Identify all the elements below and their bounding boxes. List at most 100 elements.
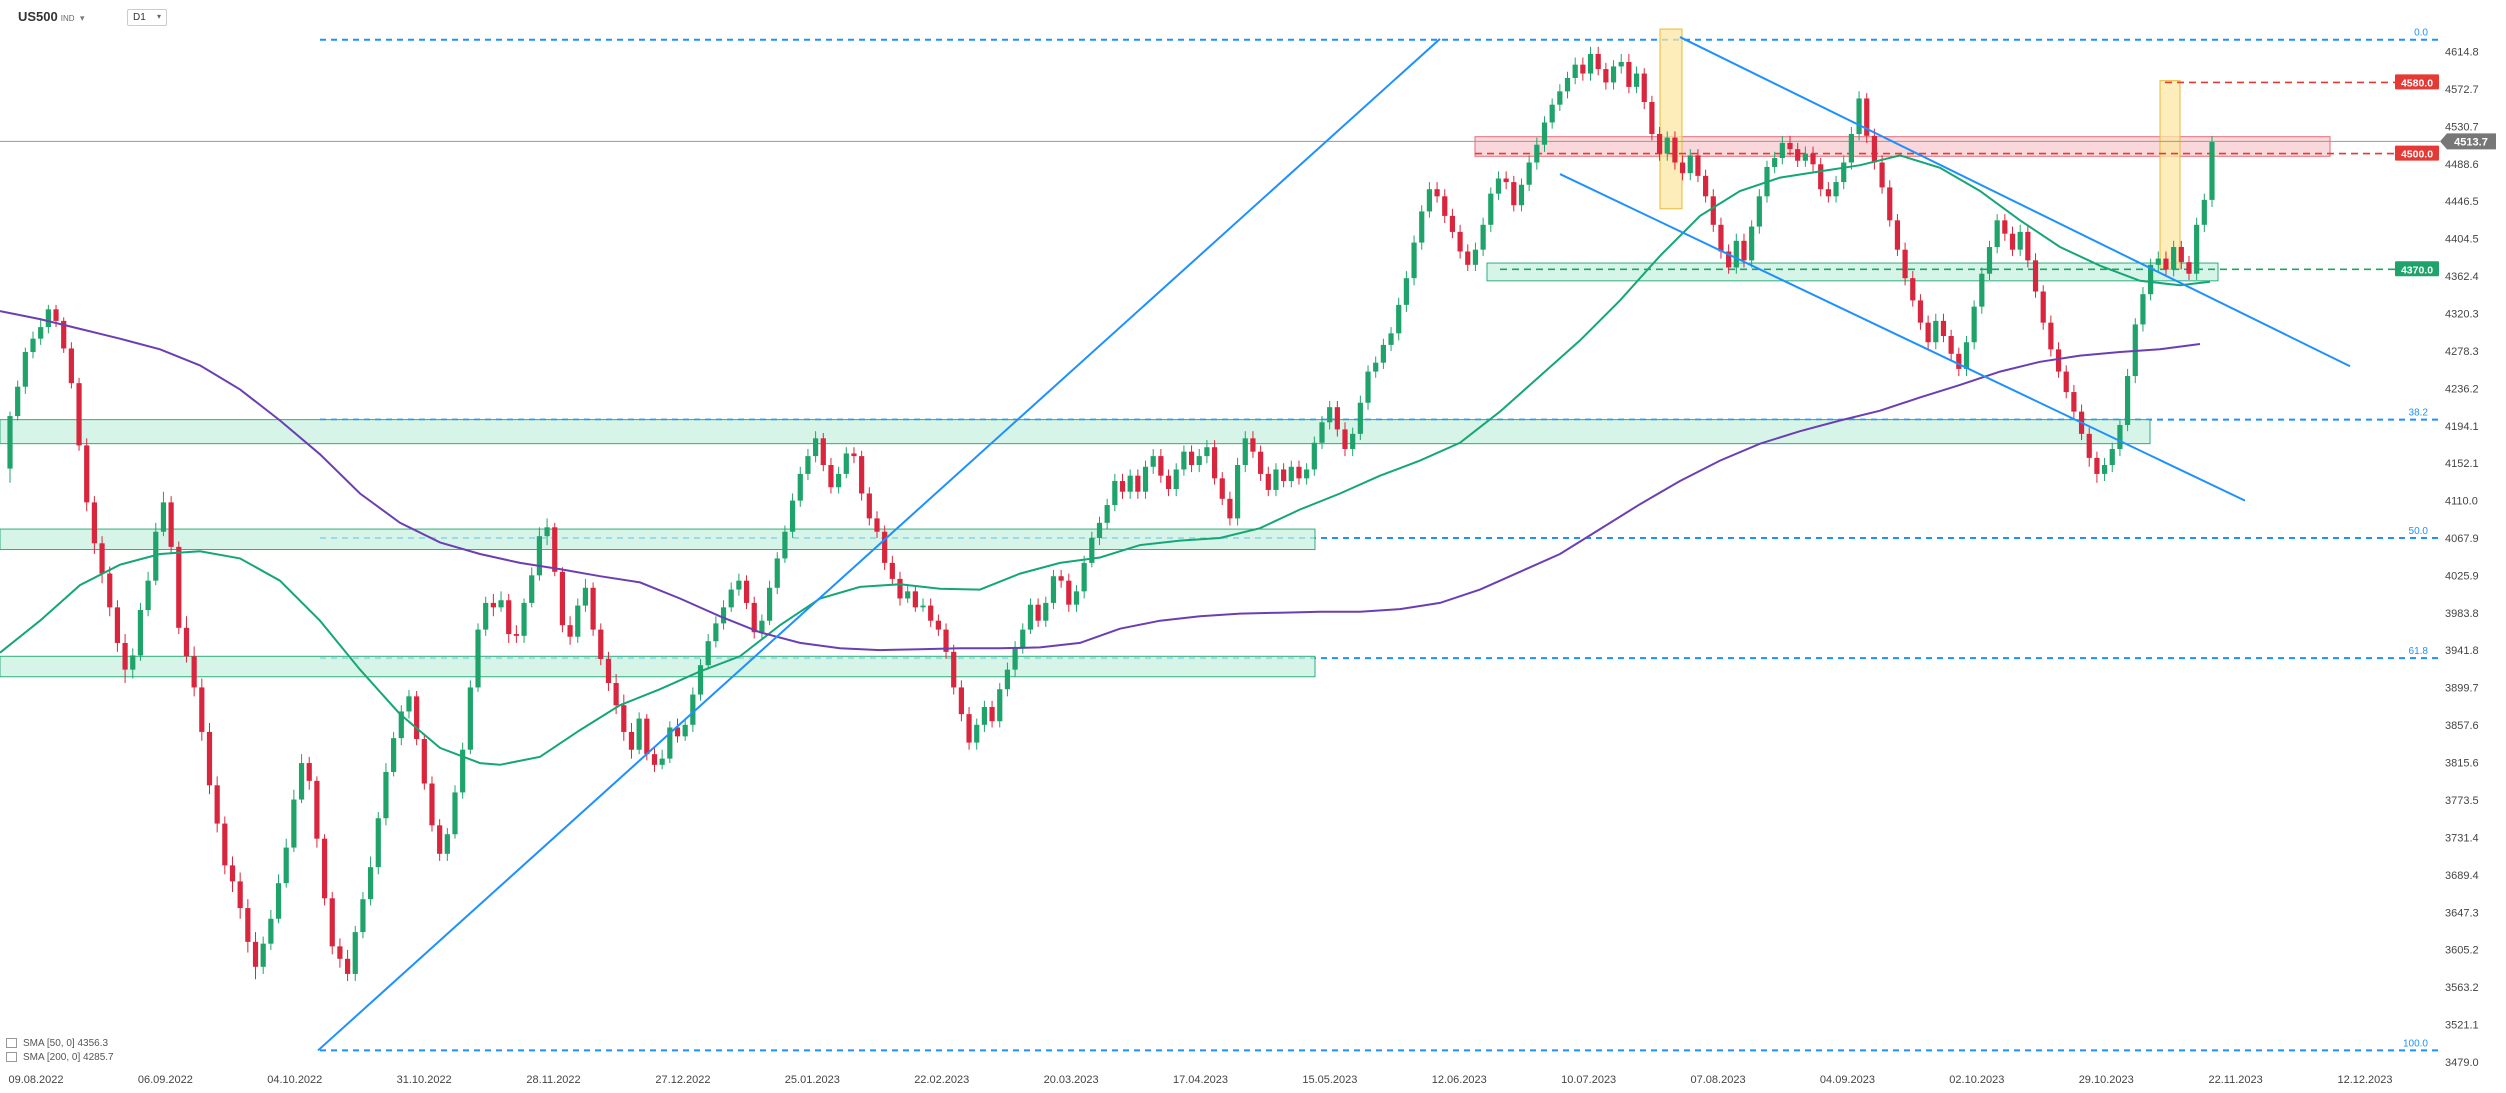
y-tick-label: 4320.3 [2445, 308, 2479, 320]
candle [920, 598, 926, 612]
candle [529, 567, 535, 608]
candle-body [406, 696, 412, 712]
candle-body [736, 580, 742, 590]
candle-body [544, 527, 550, 537]
candle-body [275, 883, 282, 919]
candle [682, 718, 688, 741]
candle-body [1818, 164, 1824, 190]
candle-body [1810, 153, 1816, 165]
candle-body [1541, 122, 1548, 145]
candle [2040, 285, 2046, 330]
candle [628, 723, 635, 759]
candle-body [552, 527, 558, 572]
candle-body [820, 438, 826, 466]
candle-body [1641, 73, 1647, 103]
candle-body [391, 738, 397, 772]
candle-body [76, 383, 82, 446]
candle [1618, 53, 1624, 74]
candle [107, 566, 113, 617]
candle-body [989, 707, 995, 722]
candle [1595, 46, 1601, 76]
x-tick-label: 04.10.2022 [267, 1074, 322, 1086]
candle-body [1089, 537, 1095, 563]
fib-label: 61.8 [2409, 646, 2429, 657]
candle-body [475, 629, 481, 688]
candle [245, 899, 251, 953]
timeframe-select[interactable]: D1 ▾ [127, 9, 167, 26]
candle-body [1887, 187, 1893, 221]
candle [521, 598, 527, 643]
candle-body [252, 941, 259, 967]
candle [1687, 149, 1693, 181]
candle-body [951, 651, 957, 688]
candle [199, 678, 205, 741]
candle [1181, 445, 1187, 476]
candle-body [1204, 447, 1210, 457]
candle [1557, 84, 1563, 111]
x-tick-label: 04.09.2023 [1820, 1074, 1875, 1086]
x-tick-label: 09.08.2022 [8, 1074, 63, 1086]
candle-body [2194, 224, 2200, 274]
y-tick-label: 3773.5 [2445, 795, 2479, 807]
legend-item-sma200[interactable]: SMA [200, 0] 4285.7 [6, 1051, 114, 1065]
y-tick-label: 4025.9 [2445, 570, 2479, 582]
candle [1864, 93, 1870, 143]
candle [1933, 313, 1939, 350]
candle-body [2071, 392, 2077, 412]
candle [997, 682, 1003, 728]
fib-label: 50.0 [2409, 526, 2429, 537]
candle [91, 496, 97, 554]
candle-body [321, 838, 328, 899]
candle-body [398, 711, 404, 739]
candle [928, 598, 934, 627]
candle [559, 567, 566, 633]
candle [2117, 418, 2123, 457]
candle-body [935, 620, 941, 630]
candle-body [1841, 162, 1847, 183]
candle [1679, 155, 1686, 181]
time-axis: 09.08.2022 06.09.2022 04.10.2022 31.10.2022… [8, 1074, 2392, 1086]
candle [536, 527, 543, 581]
candle [1211, 440, 1218, 485]
y-tick-label: 4067.9 [2445, 533, 2479, 545]
symbol-dropdown-icon[interactable]: ▾ [80, 13, 85, 23]
candle-body [1027, 604, 1034, 630]
candle [1656, 126, 1663, 161]
candle-body [559, 571, 566, 626]
candle-body [1779, 142, 1785, 159]
candle [1127, 469, 1133, 499]
candle-body [912, 591, 918, 608]
candle [743, 575, 750, 610]
candle [1495, 171, 1502, 200]
candle [398, 705, 404, 746]
candle-body [882, 531, 888, 563]
candle-body [68, 348, 74, 384]
y-tick-label: 3899.7 [2445, 683, 2479, 695]
candle [1311, 436, 1317, 476]
candle-body [2009, 233, 2016, 250]
candle [797, 466, 803, 507]
candle-body [84, 445, 90, 503]
candle [1511, 175, 1517, 212]
candle [1388, 327, 1394, 352]
candle-body [2055, 349, 2062, 372]
price-tag-4580.0-bg [2395, 74, 2439, 90]
legend-item-sma50[interactable]: SMA [50, 0] 4356.3 [6, 1037, 114, 1051]
candle [1710, 189, 1716, 232]
y-tick-label: 3983.8 [2445, 608, 2479, 620]
candle [981, 700, 988, 732]
x-tick-label: 07.08.2023 [1691, 1074, 1746, 1086]
candle-body [1787, 142, 1793, 150]
candle [1672, 131, 1678, 170]
symbol-label[interactable]: US500 IND [18, 9, 75, 24]
candle-body [1219, 478, 1225, 499]
candle [1833, 175, 1839, 203]
candle [697, 658, 704, 701]
candle [475, 623, 481, 692]
candle-body [905, 591, 911, 599]
candle-body [1388, 333, 1394, 345]
y-tick-label: 4194.1 [2445, 421, 2479, 433]
candle [1073, 585, 1080, 612]
candle [1342, 422, 1348, 457]
